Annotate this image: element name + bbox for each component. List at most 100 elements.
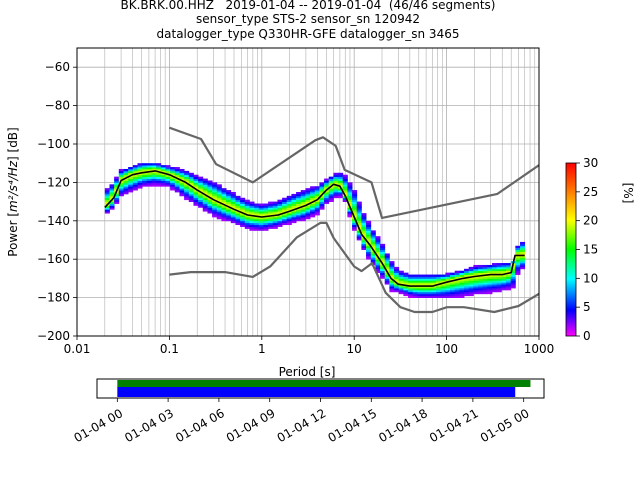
density-cell	[286, 207, 292, 210]
density-cell	[482, 280, 488, 283]
density-cell	[440, 284, 446, 287]
density-cell	[347, 211, 353, 214]
density-cell	[193, 180, 199, 183]
density-cell	[296, 192, 302, 195]
density-cell	[478, 286, 484, 289]
density-cell	[272, 209, 278, 212]
density-cell	[193, 195, 199, 199]
density-cell	[450, 272, 456, 275]
density-cell	[515, 268, 521, 272]
density-cell	[408, 282, 414, 285]
density-cell	[300, 218, 306, 222]
density-cell	[244, 218, 250, 222]
density-cell	[347, 215, 353, 218]
density-cell	[468, 280, 474, 283]
density-cell	[464, 280, 470, 283]
time-tick-label: 01-04 21	[427, 406, 481, 445]
density-cell	[454, 289, 460, 293]
density-cell	[328, 195, 334, 199]
density-cell	[478, 268, 484, 272]
density-cell	[258, 213, 264, 216]
density-cell	[104, 205, 110, 208]
density-cell	[356, 222, 362, 226]
density-cell	[436, 276, 442, 279]
density-cell	[361, 220, 367, 224]
density-cell	[156, 184, 162, 187]
density-cell	[366, 243, 372, 247]
density-cell	[272, 211, 278, 214]
density-cell	[142, 167, 148, 170]
density-cell	[286, 213, 292, 216]
density-cell	[487, 276, 493, 279]
colorbar	[565, 162, 577, 337]
colorbar-tick-label: 25	[583, 185, 598, 199]
density-cell	[445, 276, 451, 279]
density-cell	[165, 165, 171, 168]
density-cell	[221, 218, 227, 222]
density-cell	[310, 209, 316, 212]
density-cell	[156, 167, 162, 170]
density-cell	[464, 286, 470, 289]
density-cell	[291, 199, 297, 202]
density-cell	[445, 272, 451, 275]
density-cell	[366, 251, 372, 254]
density-cell	[221, 188, 227, 191]
density-cell	[384, 264, 390, 268]
density-cell	[398, 278, 404, 281]
density-cell	[179, 190, 185, 193]
density-cell	[291, 205, 297, 208]
density-cell	[174, 174, 180, 178]
density-cell	[333, 182, 339, 185]
density-cell	[352, 211, 358, 214]
density-cell	[128, 167, 134, 170]
density-cell	[230, 199, 236, 202]
density-cell	[244, 199, 250, 202]
density-cell	[496, 284, 502, 287]
density-cell	[128, 182, 134, 185]
time-tick-label: 01-04 18	[376, 406, 430, 445]
density-cell	[328, 192, 334, 195]
density-cell	[221, 193, 227, 197]
density-cell	[314, 201, 320, 204]
density-cell	[230, 211, 236, 214]
density-cell	[510, 278, 516, 281]
density-cell	[510, 266, 516, 270]
density-cell	[361, 241, 367, 245]
density-cell	[156, 168, 162, 172]
density-cell	[198, 197, 204, 201]
density-cell	[165, 184, 171, 187]
density-cell	[240, 222, 246, 226]
density-cell	[389, 266, 395, 270]
density-cell	[226, 216, 232, 220]
density-cell	[258, 228, 264, 231]
density-cell	[188, 180, 194, 183]
density-cell	[272, 222, 278, 226]
density-cell	[468, 274, 474, 277]
density-cell	[165, 174, 171, 178]
density-cell	[384, 272, 390, 275]
density-cell	[501, 278, 507, 281]
density-cell	[352, 205, 358, 208]
density-cell	[464, 282, 470, 285]
density-cell	[454, 293, 460, 297]
density-cell	[408, 291, 414, 295]
colorbar-tick-label: 5	[583, 300, 591, 314]
density-cell	[212, 201, 218, 204]
density-cell	[184, 170, 190, 174]
density-cell	[459, 295, 465, 298]
density-cell	[118, 182, 124, 185]
density-cell	[347, 188, 353, 191]
density-cell	[375, 263, 381, 266]
density-cell	[207, 211, 213, 214]
density-cell	[244, 201, 250, 204]
x-axis-label: Period [s]	[279, 365, 336, 379]
density-cell	[202, 188, 208, 191]
density-cell	[146, 174, 152, 178]
density-cell	[226, 195, 232, 199]
density-cell	[300, 209, 306, 212]
density-cell	[198, 188, 204, 191]
density-cell	[361, 226, 367, 229]
density-cell	[440, 274, 446, 277]
density-cell	[506, 280, 512, 283]
density-cell	[370, 238, 376, 241]
